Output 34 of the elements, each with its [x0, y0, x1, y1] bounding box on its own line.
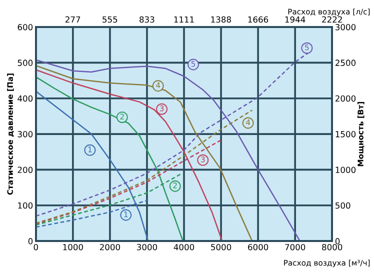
y-tick-label: 200	[18, 166, 33, 173]
x-tick-label: 6000	[248, 244, 268, 250]
x-tick-label: 2000	[100, 244, 120, 250]
y2-tick-label: 1000	[336, 166, 356, 173]
y2-tick-label: 1500	[336, 131, 356, 138]
x-tick-label: 7000	[285, 244, 306, 250]
y-tick-label: 400	[18, 95, 33, 102]
x2-tick-label: 833	[140, 16, 154, 23]
x2-tick-label: 1111	[174, 16, 194, 23]
y2-tick-label: 3000	[336, 24, 356, 30]
y2-tick-label: 0	[335, 238, 340, 244]
x2-tick-label: 1666	[248, 16, 268, 23]
x2-tick-label: 1944	[285, 16, 306, 23]
x2-tick-label: 1388	[211, 16, 231, 23]
y2-tick-label: 2000	[336, 95, 356, 102]
y-tick-label: 300	[18, 131, 33, 138]
x2-tick-label: 555	[102, 16, 118, 23]
x-tick-label: 3000	[137, 244, 158, 250]
y-tick-label: 100	[18, 202, 33, 209]
x2-tick-label: 2222	[322, 16, 342, 23]
x-tick-label: 5000	[211, 244, 232, 250]
y-tick-label: 600	[18, 24, 33, 30]
x-tick-label: 1000	[63, 244, 83, 250]
line-series	[36, 69, 223, 242]
x-tick-label: 0	[34, 244, 38, 250]
x-tick-label: 8000	[322, 244, 342, 250]
x-tick-label: 4000	[174, 244, 194, 250]
line-series	[36, 76, 184, 242]
line-series	[36, 90, 149, 242]
y2-tick-label: 2500	[336, 60, 356, 66]
y-tick-label: 0	[28, 238, 33, 244]
y2-tick-label: 500	[336, 202, 350, 209]
x2-tick-label: 277	[65, 16, 80, 23]
y-tick-label: 500	[18, 60, 33, 66]
